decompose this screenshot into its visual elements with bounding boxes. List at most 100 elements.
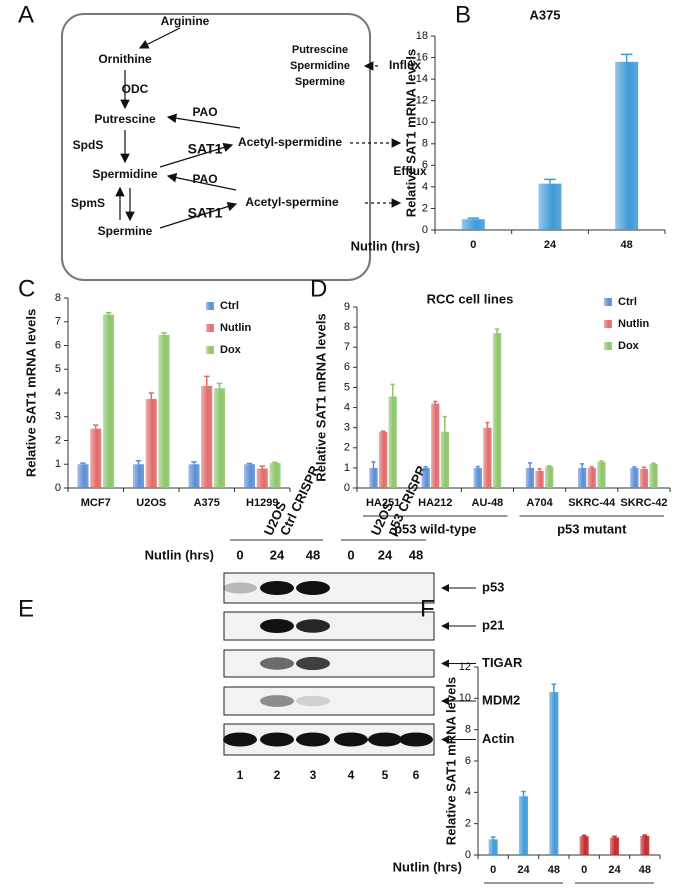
error-bar bbox=[599, 460, 604, 462]
legend-swatch bbox=[604, 298, 612, 306]
panel-label: F bbox=[420, 595, 435, 622]
blot-band bbox=[260, 732, 294, 747]
x-tick-label: HA251 bbox=[366, 497, 400, 509]
lane-label: 48 bbox=[409, 547, 423, 562]
bar bbox=[158, 334, 170, 488]
diagram-label: Acetyl-spermidine bbox=[238, 135, 342, 149]
y-tick-label: 2 bbox=[55, 434, 61, 446]
x-tick-label: 0 bbox=[470, 239, 476, 251]
error-bar bbox=[80, 462, 86, 465]
bar bbox=[483, 427, 492, 488]
cell-outline bbox=[61, 13, 371, 281]
error-bar bbox=[92, 424, 99, 429]
blot-band bbox=[296, 656, 330, 671]
bar bbox=[473, 467, 482, 488]
bar bbox=[545, 466, 554, 488]
panel-label: D bbox=[310, 275, 327, 302]
error-bar bbox=[521, 790, 526, 797]
diagram-label: Efflux bbox=[393, 164, 427, 178]
x-tick-label: 48 bbox=[621, 239, 633, 251]
y-tick-label: 4 bbox=[465, 786, 471, 798]
diagram-label: Ornithine bbox=[98, 52, 152, 66]
x-tick-label: U2OS bbox=[136, 497, 166, 509]
lane-number: 3 bbox=[310, 768, 317, 782]
lane-label: 24 bbox=[378, 547, 393, 562]
bar bbox=[388, 396, 397, 488]
error-bar bbox=[259, 465, 266, 469]
blot-band bbox=[223, 732, 257, 747]
legend-label: Nutlin bbox=[220, 322, 251, 334]
y-tick-label: 4 bbox=[344, 401, 350, 413]
error-bar bbox=[485, 421, 490, 428]
error-bar bbox=[641, 466, 647, 469]
error-bar bbox=[612, 835, 617, 838]
diagram-label: Spermine bbox=[98, 224, 153, 238]
x-tick-label: 24 bbox=[608, 864, 621, 876]
protein-label: MDM2 bbox=[482, 692, 520, 707]
blot-band bbox=[368, 732, 402, 747]
bar bbox=[269, 463, 281, 488]
y-tick-label: 6 bbox=[55, 339, 61, 351]
error-bar bbox=[380, 430, 386, 432]
diagram-label: Putrescine bbox=[94, 112, 156, 126]
lane-label: 0 bbox=[236, 547, 243, 562]
bar bbox=[188, 464, 200, 488]
lane-number: 4 bbox=[348, 768, 355, 782]
x-tick-label: 0 bbox=[581, 864, 587, 876]
blot-band bbox=[223, 582, 257, 594]
bar bbox=[256, 468, 268, 488]
chart-title: RCC cell lines bbox=[427, 291, 514, 306]
legend-swatch bbox=[206, 302, 214, 310]
error-bar bbox=[589, 466, 594, 468]
y-tick-label: 7 bbox=[344, 341, 350, 353]
diagram-label: Putrescine bbox=[292, 44, 348, 56]
y-tick-label: 18 bbox=[416, 30, 428, 42]
error-bar bbox=[390, 383, 395, 397]
legend-label: Ctrl bbox=[220, 300, 239, 312]
y-tick-label: 0 bbox=[465, 849, 471, 861]
blot-band bbox=[399, 732, 433, 747]
x-tick-label: H1299 bbox=[246, 497, 278, 509]
diagram-label: PAO bbox=[192, 172, 217, 186]
x-tick-label: A375 bbox=[194, 497, 220, 509]
y-tick-label: 10 bbox=[459, 692, 471, 704]
diagram-label: SpmS bbox=[71, 196, 105, 210]
enzyme-highlight: SAT1 bbox=[188, 141, 223, 157]
x-tick-label: 24 bbox=[517, 864, 530, 876]
bar bbox=[243, 464, 256, 488]
bar bbox=[461, 219, 485, 230]
y-tick-label: 8 bbox=[55, 292, 61, 304]
y-tick-label: 2 bbox=[344, 442, 350, 454]
error-bar bbox=[433, 400, 438, 404]
x-tick-label: 24 bbox=[544, 239, 557, 251]
y-axis-label: Relative SAT1 mRNA levels bbox=[23, 309, 38, 477]
legend-label: Ctrl bbox=[618, 296, 637, 308]
y-tick-label: 4 bbox=[55, 387, 61, 399]
y-tick-label: 6 bbox=[422, 159, 428, 171]
error-bar bbox=[581, 834, 587, 837]
protein-label: p53 bbox=[482, 579, 504, 594]
legend-swatch bbox=[206, 324, 214, 332]
panel-label: C bbox=[18, 275, 35, 302]
y-tick-label: 4 bbox=[422, 181, 428, 193]
lane-label: 48 bbox=[306, 547, 320, 562]
bar bbox=[77, 464, 89, 488]
diagram-label: Spermidine bbox=[92, 167, 158, 181]
group-label: p53 wild-type bbox=[394, 521, 476, 536]
bar bbox=[132, 464, 145, 488]
bar bbox=[440, 431, 450, 488]
bar bbox=[577, 467, 587, 488]
bar bbox=[640, 835, 650, 855]
diagram-label: Acetyl-spermine bbox=[245, 195, 339, 209]
legend-swatch bbox=[604, 342, 612, 350]
error-bar bbox=[272, 461, 278, 464]
bar bbox=[90, 428, 102, 488]
lane-number: 6 bbox=[413, 768, 420, 782]
y-tick-label: 2 bbox=[465, 818, 471, 830]
bar bbox=[579, 836, 589, 855]
protein-label: Actin bbox=[482, 731, 515, 746]
bar bbox=[421, 467, 430, 488]
legend-label: Nutlin bbox=[618, 318, 649, 330]
lane-label: 24 bbox=[270, 547, 285, 562]
